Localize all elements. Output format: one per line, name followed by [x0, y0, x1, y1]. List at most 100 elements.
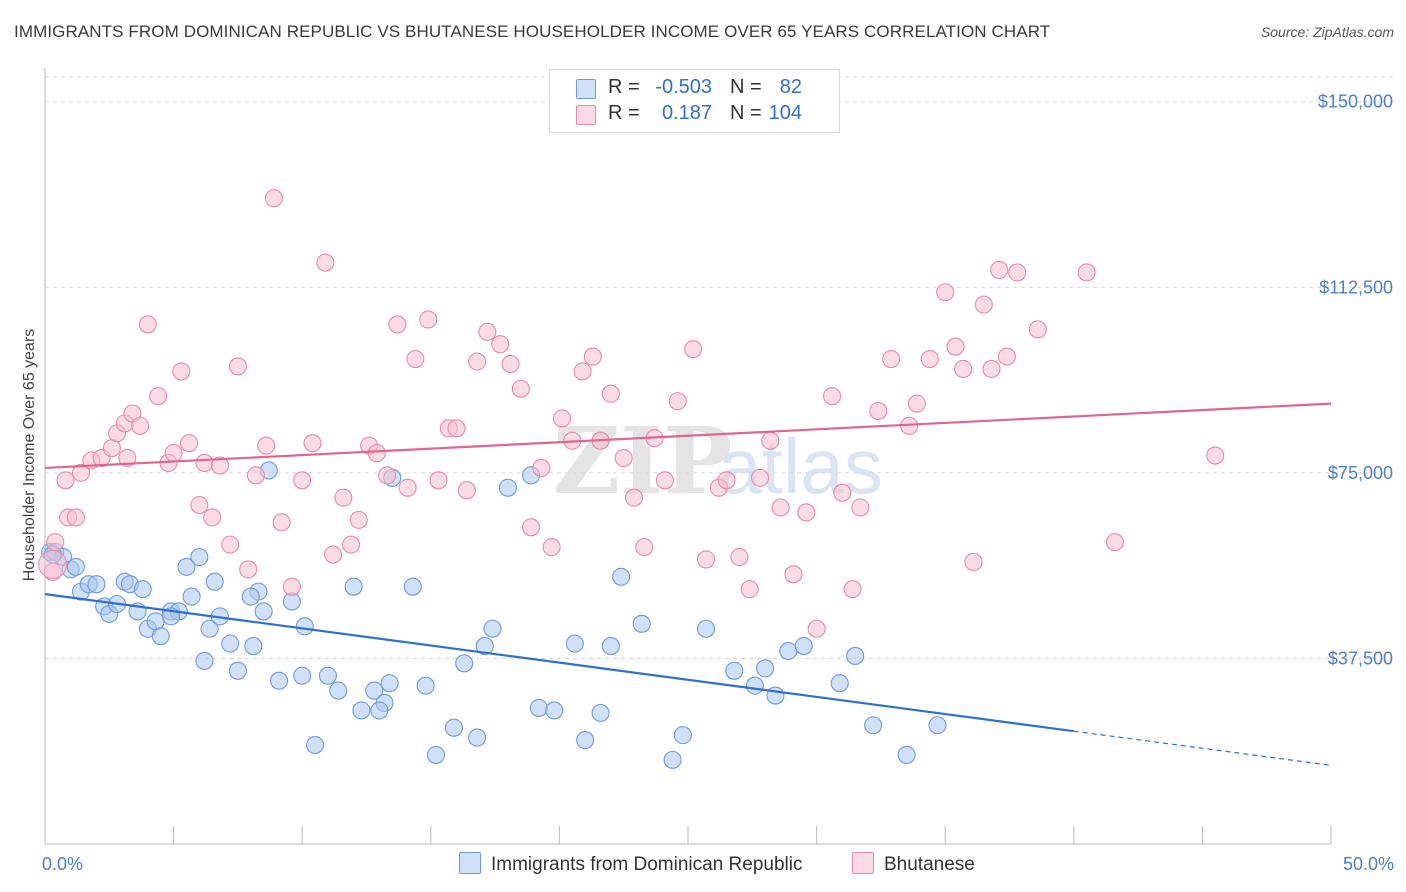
data-point-dominican [177, 557, 196, 576]
data-point-dominican [426, 745, 445, 764]
data-point-bhutanese [668, 392, 687, 411]
data-point-bhutanese [552, 409, 572, 428]
data-point-bhutanese [138, 315, 157, 334]
legend-label-dominican: Immigrants from Dominican Republic [491, 854, 803, 875]
data-point-bhutanese [946, 337, 965, 356]
legend-n-value: 104 [768, 102, 802, 124]
x-tick-label: 50.0% [1343, 854, 1394, 874]
data-point-bhutanese [997, 347, 1016, 366]
data-point-dominican [846, 646, 865, 666]
data-point-dominican [87, 575, 106, 594]
data-point-bhutanese [532, 458, 551, 477]
data-point-dominican [529, 698, 548, 717]
data-point-bhutanese [172, 362, 191, 381]
trend-line-dominican-extension [1073, 730, 1332, 766]
data-point-bhutanese [239, 560, 258, 579]
data-point-bhutanese [221, 535, 240, 554]
watermark-atlas: atlas [718, 422, 883, 510]
data-point-dominican [293, 666, 312, 685]
data-point-dominican [403, 577, 422, 596]
y-tick-label: $150,000 [1318, 92, 1393, 112]
data-point-dominican [205, 572, 224, 591]
data-point-dominican [370, 701, 389, 720]
data-point-dominican [352, 701, 371, 720]
data-point-dominican [673, 726, 692, 745]
data-point-bhutanese [974, 295, 993, 314]
data-point-bhutanese [316, 253, 335, 272]
data-point-bhutanese [730, 547, 749, 567]
data-point-bhutanese [869, 401, 888, 421]
data-point-bhutanese [272, 513, 291, 532]
data-point-bhutanese [457, 481, 476, 500]
legend-n-value: 82 [779, 76, 802, 98]
data-point-bhutanese [491, 335, 510, 354]
data-point-dominican [195, 651, 214, 670]
data-point-bhutanese [293, 471, 312, 490]
y-tick-label: $37,500 [1328, 648, 1393, 668]
data-point-dominican [444, 718, 463, 737]
data-point-dominican [601, 637, 620, 656]
data-point-bhutanese [367, 444, 386, 463]
data-point-dominican [190, 547, 209, 567]
data-point-bhutanese [936, 283, 955, 302]
legend-r-value: 0.187 [661, 102, 712, 124]
data-point-bhutanese [601, 384, 620, 403]
data-point-bhutanese [334, 488, 353, 507]
legend-label-bhutanese: Bhutanese [884, 854, 975, 875]
data-point-bhutanese [468, 352, 487, 371]
data-point-dominican [66, 557, 85, 576]
data-point-bhutanese [717, 471, 736, 490]
data-point-bhutanese [179, 434, 199, 453]
data-point-dominican [475, 637, 494, 656]
data-point-bhutanese [203, 508, 222, 527]
data-point-bhutanese [833, 483, 852, 502]
data-point-bhutanese [164, 444, 183, 463]
data-point-dominican [344, 577, 363, 596]
y-axis-label: Householder Income Over 65 years [21, 329, 38, 582]
data-point-bhutanese [246, 466, 265, 485]
tick-labels: $37,500 $75,000 $112,500 $150,000 0.0% 50.0% [42, 92, 1394, 874]
axes [44, 68, 1332, 845]
data-point-dominican [151, 627, 170, 646]
data-point-bhutanese [990, 260, 1009, 280]
data-point-bhutanese [429, 471, 448, 490]
data-point-bhutanese [282, 577, 301, 596]
legend-n-label: N = [730, 76, 762, 98]
data-point-bhutanese [190, 495, 209, 515]
y-tick-label: $112,500 [1319, 277, 1393, 297]
data-point-bhutanese [696, 550, 716, 569]
data-point-bhutanese [46, 533, 65, 552]
data-point-dominican [455, 654, 474, 673]
chart-title: IMMIGRANTS FROM DOMINICAN REPUBLIC VS BH… [14, 22, 1051, 41]
trend-line-bhutanese [44, 402, 1332, 470]
data-point-bhutanese [228, 357, 247, 376]
data-point-bhutanese [149, 387, 168, 406]
data-point-bhutanese [56, 471, 75, 490]
data-point-dominican [380, 674, 399, 693]
data-point-bhutanese [447, 419, 466, 438]
data-point-bhutanese [614, 448, 633, 468]
data-point-bhutanese [264, 189, 283, 208]
data-point-dominican [725, 661, 744, 680]
data-point-dominican [576, 731, 595, 750]
legend-r-value: -0.503 [655, 76, 712, 98]
legend-swatch-bhutanese [852, 852, 874, 874]
data-point-bhutanese [822, 387, 842, 406]
data-point-dominican [270, 671, 289, 690]
correlation-legend: R = -0.503 N = 82 R = 0.187 N = 104 [549, 69, 840, 133]
legend-r-label: R = [608, 102, 640, 124]
data-point-bhutanese [982, 359, 1001, 379]
data-point-dominican [133, 580, 152, 599]
data-point-bhutanese [740, 580, 759, 599]
legend-swatch-dominican [459, 852, 481, 874]
data-point-bhutanese [1077, 263, 1096, 282]
legend-row-bhutanese: R = 0.187 N = 104 [550, 101, 839, 127]
data-point-dominican [864, 716, 883, 735]
data-point-bhutanese [195, 453, 214, 473]
series-bhutanese [38, 189, 1225, 638]
series-legend: Immigrants from Dominican Republic Bhuta… [0, 852, 1406, 878]
data-point-dominican [897, 745, 916, 764]
data-point-bhutanese [1008, 263, 1027, 282]
data-point-dominican [483, 619, 502, 638]
data-point-bhutanese [964, 552, 983, 571]
